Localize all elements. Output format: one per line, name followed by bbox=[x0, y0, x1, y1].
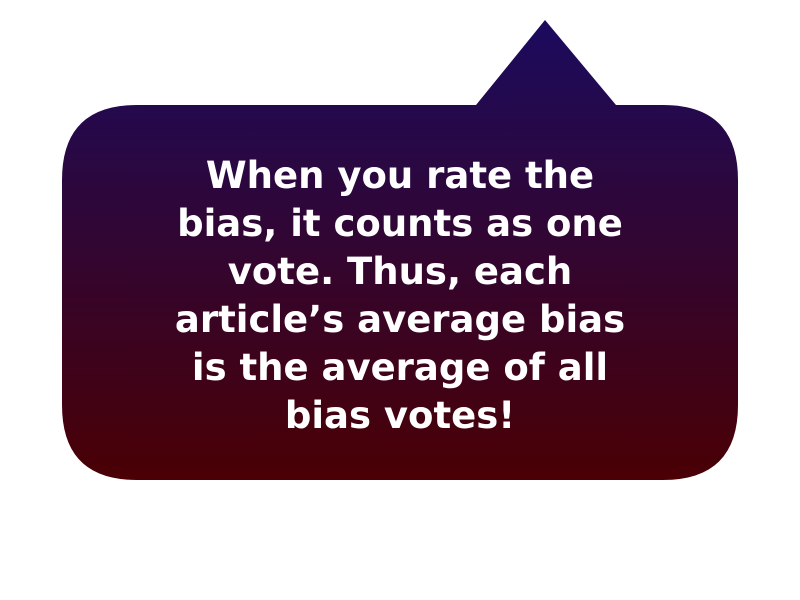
bubble-text-line-5: is the average of all bbox=[191, 346, 609, 389]
bubble-text-line-1: When you rate the bbox=[205, 154, 595, 197]
bubble-text-line-3: vote. Thus, each bbox=[227, 250, 573, 293]
speech-bubble-shape bbox=[62, 20, 738, 480]
bubble-text-line-2: bias, it counts as one bbox=[177, 202, 623, 245]
bubble-text-line-6: bias votes! bbox=[284, 394, 516, 437]
bubble-text-line-4: article’s average bias bbox=[174, 298, 626, 341]
speech-bubble-text: When you rate the bias, it counts as one… bbox=[110, 152, 690, 440]
